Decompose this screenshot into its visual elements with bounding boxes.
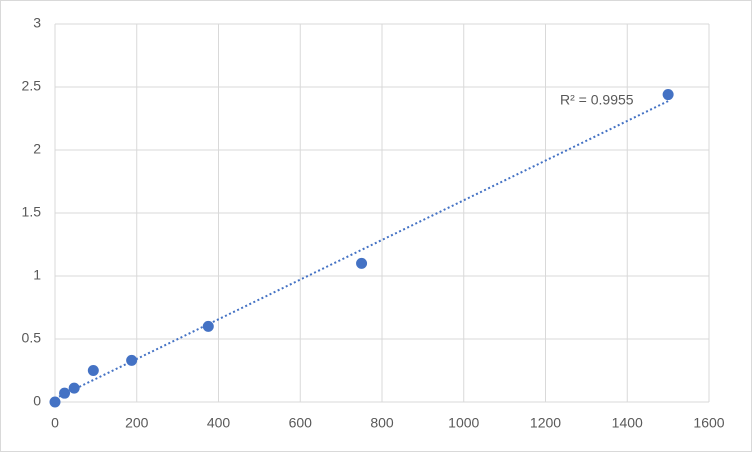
x-tick-label: 200 [125,415,149,431]
y-tick-label: 2 [33,141,41,157]
point [126,354,138,366]
x-tick-label: 800 [370,415,394,431]
annotation: R² = 0.9955 [560,92,634,108]
x-tick-label: 1600 [693,415,724,431]
x-tick-label: 1200 [530,415,561,431]
point [68,382,80,394]
x-tick-label: 400 [207,415,231,431]
y-tick-label: 3 [33,15,41,31]
x-tick-label: 1000 [448,415,479,431]
point [59,387,71,399]
x-tick-label: 0 [51,415,59,431]
x-tick-label: 600 [289,415,313,431]
point [662,89,674,101]
point [202,320,214,332]
point [356,257,368,269]
y-tick-label: 0.5 [22,330,42,346]
point [87,365,99,376]
y-tick-label: 0 [33,393,41,409]
x-tick-label: 1400 [612,415,643,431]
point [49,396,61,408]
trendline [54,100,669,400]
y-tick-label: 2.5 [22,78,42,94]
y-tick-label: 1 [33,267,41,283]
y-tick-label: 1.5 [22,204,42,220]
